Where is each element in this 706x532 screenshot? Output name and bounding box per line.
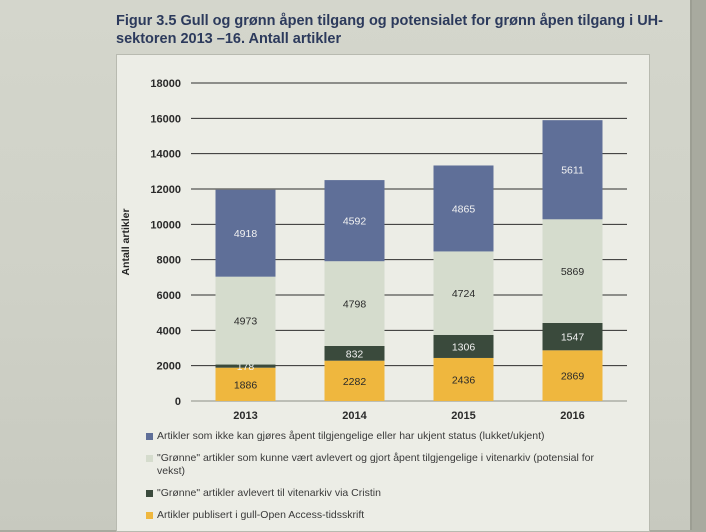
bar-segment: [433, 334, 494, 358]
bar-segment: [433, 251, 494, 335]
y-tick-label: 10000: [150, 219, 181, 231]
figure-title: Figur 3.5 Gull og grønn åpen tilgang og …: [116, 13, 663, 47]
bar-segment: [542, 120, 603, 220]
chart-legend: Artikler som ikke kan gjøres åpent tilgj…: [146, 430, 616, 531]
bar-segment: [542, 219, 603, 323]
data-label: 4724: [452, 288, 476, 300]
bar-segment: [215, 189, 276, 277]
bar-segment: [215, 364, 276, 368]
data-label: 832: [346, 348, 364, 360]
stacked-bar-chart: 0 2000 4000 6000 8000 10000 12000 14000 16000 180…: [120, 78, 627, 422]
data-label: 4865: [452, 203, 476, 215]
bar-segment: [324, 360, 385, 401]
data-label: 1306: [452, 341, 476, 353]
data-label: 4798: [343, 299, 367, 311]
bar-segment: [542, 322, 603, 351]
legend-item: "Grønne" artikler som kunne vært avlever…: [146, 452, 616, 478]
legend-swatch: [146, 455, 153, 462]
y-tick-label: 4000: [157, 325, 181, 337]
data-label: 4973: [234, 316, 258, 328]
legend-label: Artikler som ikke kan gjøres åpent tilgj…: [157, 430, 545, 442]
legend-label: "Grønne" artikler som kunne vært avlever…: [157, 452, 594, 477]
y-tick-label: 14000: [150, 149, 181, 161]
y-tick-label: 0: [175, 396, 181, 408]
data-label: 4918: [234, 228, 258, 240]
y-tick-label: 8000: [157, 255, 181, 267]
data-label: 1547: [561, 332, 585, 344]
legend-swatch: [146, 433, 153, 440]
y-axis-label: Antall artikler: [120, 208, 132, 275]
y-tick-label: 2000: [157, 361, 181, 373]
data-label: 4592: [343, 216, 367, 228]
legend-swatch: [146, 490, 153, 497]
data-label: 1886: [234, 379, 258, 391]
legend-swatch: [146, 512, 153, 519]
x-tick-label: 2015: [451, 410, 475, 422]
bar-segment: [215, 276, 276, 365]
legend-item: "Grønne" artikler avlevert til vitenarki…: [146, 487, 616, 500]
data-label: 2282: [343, 376, 367, 388]
legend-item: Artikler som ikke kan gjøres åpent tilgj…: [146, 430, 616, 443]
legend-label: "Grønne" artikler avlevert til vitenarki…: [157, 487, 381, 499]
y-tick-label: 12000: [150, 184, 181, 196]
x-tick-label: 2016: [560, 410, 584, 422]
y-tick-label: 18000: [150, 78, 181, 90]
bar-segment: [433, 357, 494, 401]
y-tick-label: 16000: [150, 113, 181, 125]
bar-segment: [542, 350, 603, 401]
y-tick-label: 6000: [157, 290, 181, 302]
bar-segment: [324, 180, 385, 262]
bar-segment: [215, 367, 276, 401]
x-tick-label: 2013: [233, 410, 257, 422]
data-label: 2869: [561, 371, 585, 383]
legend-label: Artikler publisert i gull-Open Access-ti…: [157, 509, 365, 521]
data-label: 5869: [561, 266, 585, 278]
x-tick-label: 2014: [342, 410, 367, 422]
chart-panel: 0 2000 4000 6000 8000 10000 12000 14000 16000 180…: [116, 54, 650, 532]
data-label: 2436: [452, 374, 476, 386]
legend-item: Artikler publisert i gull-Open Access-ti…: [146, 509, 616, 522]
bar-segment: [324, 261, 385, 346]
bar-segment: [324, 345, 385, 361]
bar-segment: [433, 165, 494, 252]
data-label: 5611: [561, 165, 584, 177]
